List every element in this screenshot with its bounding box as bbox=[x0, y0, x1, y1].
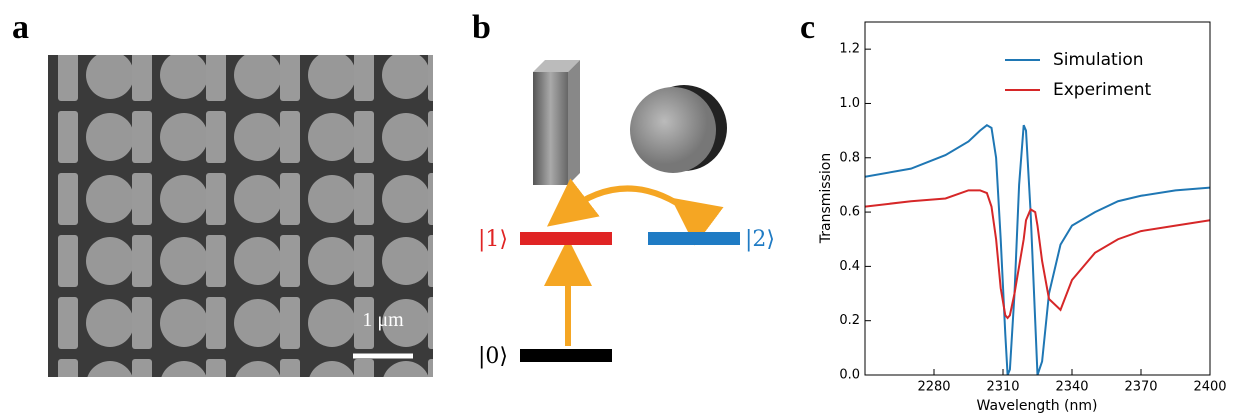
nanobar bbox=[280, 49, 300, 101]
nanodisk bbox=[234, 51, 282, 99]
nanodisk bbox=[86, 51, 134, 99]
nanobar bbox=[206, 111, 226, 163]
nanobar bbox=[428, 111, 448, 163]
nanobar bbox=[280, 359, 300, 411]
nanobar bbox=[428, 235, 448, 287]
nanobar bbox=[58, 111, 78, 163]
state-label: |2⟩ bbox=[745, 227, 775, 252]
nanodisk bbox=[308, 175, 356, 223]
nanobar bbox=[428, 49, 448, 101]
nanodisk bbox=[308, 361, 356, 409]
series-line bbox=[865, 125, 1210, 375]
coupling-arrow bbox=[566, 189, 690, 213]
y-tick-label: 0.0 bbox=[839, 368, 860, 383]
y-tick-label: 0.6 bbox=[839, 205, 860, 220]
nanodisk bbox=[86, 113, 134, 161]
y-tick-label: 1.2 bbox=[839, 42, 860, 57]
nanobar bbox=[132, 235, 152, 287]
nanobar bbox=[280, 297, 300, 349]
nanodisk bbox=[234, 361, 282, 409]
nanobar bbox=[132, 173, 152, 225]
nanodisk bbox=[160, 175, 208, 223]
nanodisk bbox=[308, 237, 356, 285]
nanobar bbox=[206, 49, 226, 101]
box-front bbox=[533, 72, 568, 185]
nanobar bbox=[132, 111, 152, 163]
state-label: |0⟩ bbox=[478, 344, 508, 369]
nanostructures bbox=[533, 60, 727, 185]
nanobar bbox=[58, 297, 78, 349]
nanobar bbox=[58, 235, 78, 287]
nanobar bbox=[206, 297, 226, 349]
nanobar bbox=[354, 235, 374, 287]
nanobar bbox=[354, 111, 374, 163]
y-tick-label: 0.2 bbox=[839, 313, 860, 328]
series-line bbox=[865, 190, 1210, 318]
nanodisk bbox=[234, 175, 282, 223]
nanodisk bbox=[308, 299, 356, 347]
cylinder-face bbox=[630, 87, 716, 173]
nanobar bbox=[428, 173, 448, 225]
y-tick-label: 1.0 bbox=[839, 96, 860, 111]
nanobar bbox=[132, 359, 152, 411]
nanobar bbox=[280, 173, 300, 225]
nanodisk bbox=[382, 237, 430, 285]
level-0 bbox=[520, 349, 612, 362]
y-tick-label: 0.4 bbox=[839, 259, 860, 274]
nanodisk bbox=[160, 299, 208, 347]
nanodisk bbox=[160, 51, 208, 99]
nanodisk bbox=[234, 113, 282, 161]
nanodisk bbox=[234, 237, 282, 285]
nanobar bbox=[58, 49, 78, 101]
x-axis-label: Wavelength (nm) bbox=[977, 398, 1098, 414]
nanodisk bbox=[160, 361, 208, 409]
nanobar bbox=[354, 173, 374, 225]
nanobar bbox=[428, 297, 448, 349]
nanodisk bbox=[86, 237, 134, 285]
nanodisk bbox=[160, 113, 208, 161]
figure: a b c 1 μm |1⟩ |2⟩ |0⟩ Wavelength (nm) T… bbox=[0, 0, 1241, 415]
nanodisk bbox=[308, 51, 356, 99]
nanodisk bbox=[382, 175, 430, 223]
box-side bbox=[568, 60, 580, 185]
nanobar bbox=[58, 173, 78, 225]
x-tick-label: 2310 bbox=[986, 380, 1019, 395]
nanodisk bbox=[160, 237, 208, 285]
nanobar bbox=[280, 235, 300, 287]
legend-label: Experiment bbox=[1053, 80, 1152, 100]
x-tick-label: 2400 bbox=[1193, 380, 1226, 395]
nanobar bbox=[206, 359, 226, 411]
panel-label: a bbox=[12, 9, 29, 46]
state-label: |1⟩ bbox=[478, 227, 508, 252]
panel-label: c bbox=[800, 9, 815, 46]
nanobar bbox=[354, 49, 374, 101]
nanodisk bbox=[382, 113, 430, 161]
nanobar bbox=[132, 49, 152, 101]
legend-label: Simulation bbox=[1053, 50, 1144, 70]
x-tick-label: 2340 bbox=[1055, 380, 1088, 395]
nanobar bbox=[58, 359, 78, 411]
nanobar bbox=[428, 359, 448, 411]
nanodisk bbox=[86, 175, 134, 223]
nanobar bbox=[206, 173, 226, 225]
nanodisk bbox=[234, 299, 282, 347]
x-tick-label: 2280 bbox=[917, 380, 950, 395]
scale-bar-label: 1 μm bbox=[362, 309, 404, 331]
plot-frame bbox=[865, 22, 1210, 375]
x-tick-label: 2370 bbox=[1124, 380, 1157, 395]
nanodisk bbox=[86, 299, 134, 347]
nanobar bbox=[206, 235, 226, 287]
panel-label: b bbox=[472, 9, 491, 46]
nanodisk bbox=[382, 361, 430, 409]
nanodisk bbox=[86, 361, 134, 409]
nanobar bbox=[354, 359, 374, 411]
nanodisk bbox=[308, 113, 356, 161]
nanodisk bbox=[382, 51, 430, 99]
y-tick-label: 0.8 bbox=[839, 150, 860, 165]
level-1 bbox=[520, 232, 612, 245]
y-axis-label: Transmission bbox=[818, 153, 834, 244]
nanobar bbox=[132, 297, 152, 349]
level-2 bbox=[648, 232, 740, 245]
nanobar bbox=[280, 111, 300, 163]
